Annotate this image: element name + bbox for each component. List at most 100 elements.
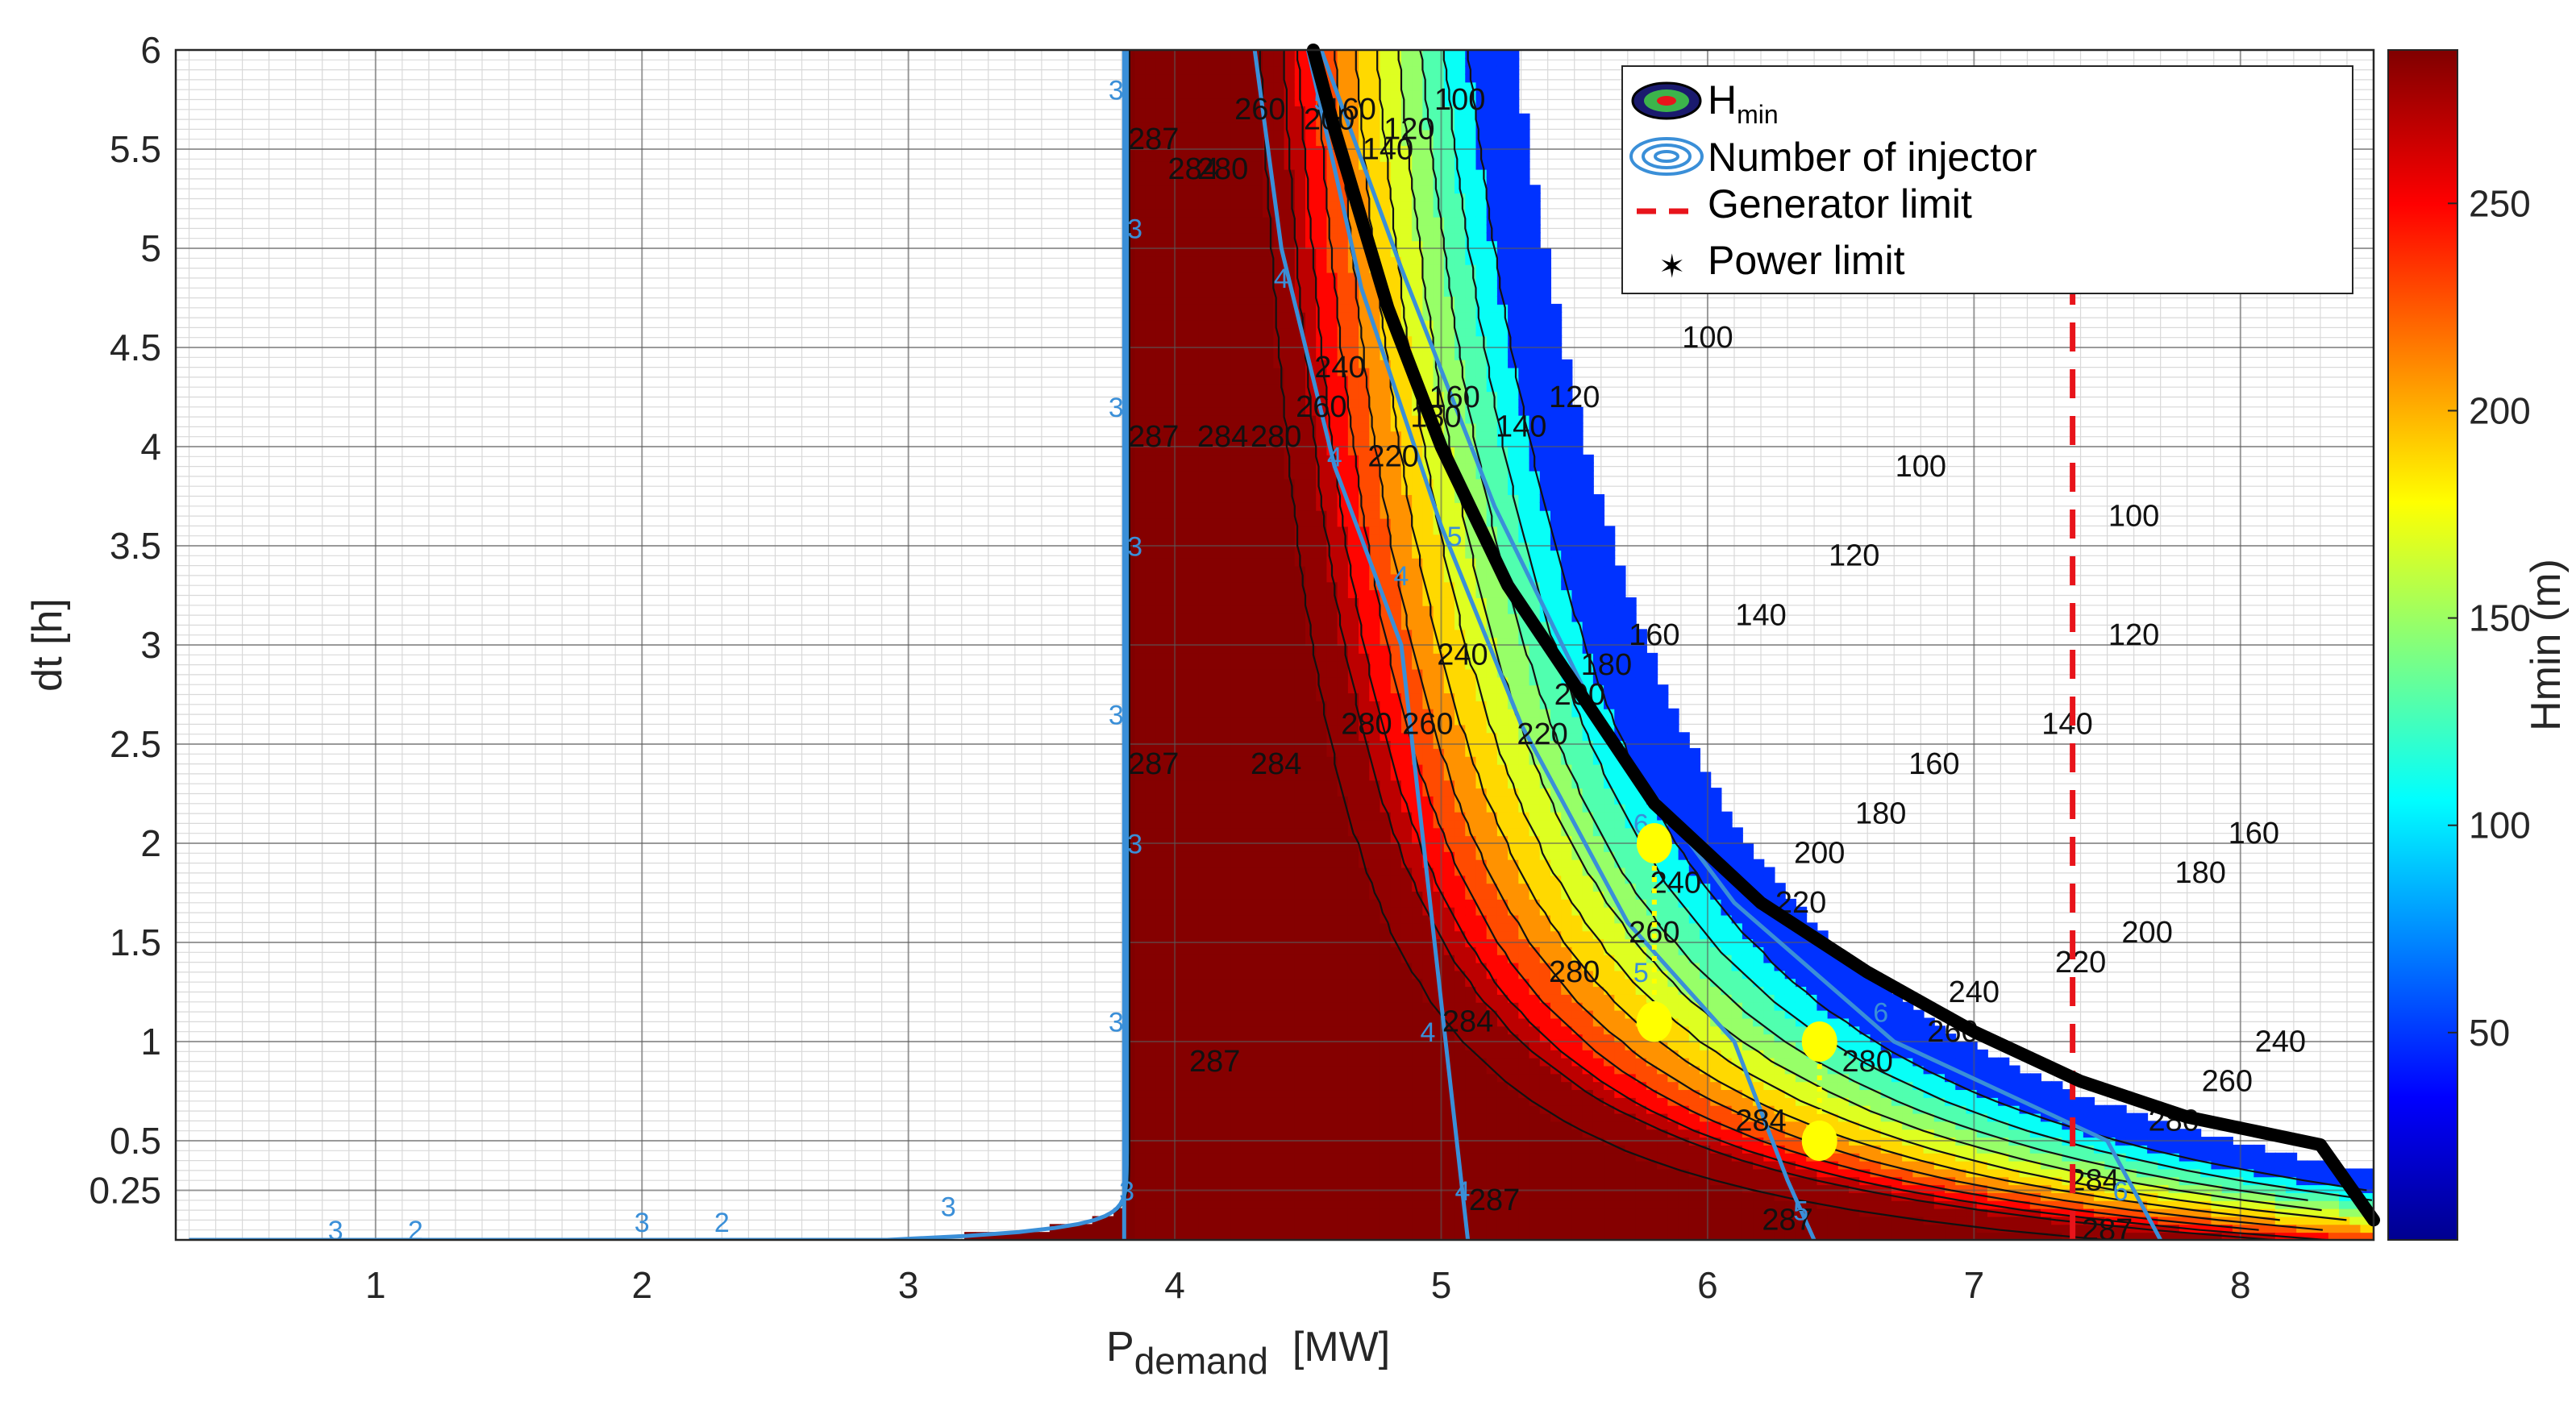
contour-band-cell (1134, 780, 1147, 789)
contour-band-cell (1263, 827, 1275, 837)
contour-band-cell (1454, 510, 1467, 519)
contour-band-cell (1400, 447, 1413, 455)
contour-band-cell (1390, 962, 1402, 971)
contour-band-cell (1347, 867, 1360, 876)
contour-band-cell (1134, 414, 1147, 424)
contour-band-cell (1294, 1200, 1306, 1209)
contour-band-cell (1359, 970, 1371, 980)
contour-band-cell (1284, 248, 1296, 257)
contour-band-cell (1155, 57, 1168, 67)
contour-band-cell (1326, 1176, 1338, 1186)
contour-band-cell (1454, 668, 1467, 678)
contour-band-cell (1433, 1081, 1445, 1091)
contour-band-cell (1294, 922, 1306, 932)
contour-band-cell (1145, 962, 1157, 971)
contour-band-cell (1326, 351, 1338, 360)
contour-band-cell (1198, 168, 1211, 178)
contour-band-cell (1454, 835, 1467, 844)
contour-band-cell (1188, 557, 1200, 567)
contour-band-cell (1241, 708, 1253, 717)
contour-band-cell (1347, 930, 1360, 940)
contour-band-cell (1134, 98, 1147, 106)
contour-band-cell (1209, 447, 1221, 455)
contour-band-cell (1273, 1232, 1285, 1240)
contour-band-cell (1347, 224, 1360, 234)
contour-band-cell (1230, 605, 1242, 614)
contour-band-cell (1145, 98, 1157, 106)
contour-band-cell (1433, 50, 1445, 59)
contour-band-cell (1454, 629, 1467, 638)
contour-band-cell (1124, 1176, 1136, 1186)
contour-band-cell (1422, 311, 1434, 321)
contour-band-cell (1359, 819, 1371, 829)
contour-band-cell (1134, 383, 1147, 393)
contour-band-cell (1177, 565, 1189, 575)
contour-band-cell (1220, 1096, 1232, 1106)
contour-band-cell (1251, 335, 1264, 345)
contour-band-cell (1155, 1168, 1168, 1178)
contour-band-cell (1188, 232, 1200, 242)
contour-band-cell (1359, 248, 1371, 257)
contour-band-cell (1400, 57, 1413, 67)
contour-band-cell (1347, 668, 1360, 678)
contour-band-cell (1305, 1096, 1317, 1106)
contour-band-cell (1433, 597, 1445, 606)
contour-band-cell (1400, 510, 1413, 519)
contour-band-cell (1241, 922, 1253, 932)
contour-band-cell (1209, 439, 1221, 447)
contour-band-cell (1422, 1034, 1434, 1042)
contour-band-cell (1273, 954, 1285, 963)
contour-band-cell (1198, 597, 1211, 606)
contour-band-cell (1359, 581, 1371, 591)
contour-band-cell (1273, 81, 1285, 91)
contour-band-cell (1209, 256, 1221, 265)
contour-band-cell (1155, 1192, 1168, 1201)
contour-band-cell (1359, 637, 1371, 646)
contour-band-cell (1177, 98, 1189, 106)
contour-band-cell (1359, 1216, 1371, 1225)
contour-band-cell (1263, 462, 1275, 472)
contour-band-cell (1347, 1104, 1360, 1114)
contour-band-cell (1294, 105, 1306, 114)
contour-band-cell (1359, 478, 1371, 488)
contour-band-cell (1155, 660, 1168, 670)
contour-band-cell (1209, 129, 1221, 139)
contour-band-cell (1220, 613, 1232, 622)
contour-band-cell (1167, 1073, 1179, 1083)
contour-band-cell (1198, 327, 1211, 337)
contour-band-cell (1433, 1034, 1445, 1042)
contour-band-cell (1198, 272, 1211, 281)
contour-band-cell (1263, 351, 1275, 360)
contour-band-cell (1241, 652, 1253, 662)
contour-band-cell (1422, 747, 1434, 757)
contour-band-cell (1433, 747, 1445, 757)
contour-band-cell (1167, 621, 1179, 630)
contour-band-cell (1241, 732, 1253, 742)
contour-band-cell (1380, 486, 1392, 496)
contour-band-cell (1337, 1200, 1349, 1209)
contour-band-cell (1145, 693, 1157, 701)
contour-band-cell (1167, 930, 1179, 940)
contour-band-cell (1273, 652, 1285, 662)
contour-band-cell (1155, 327, 1168, 337)
contour-band-cell (1380, 637, 1392, 646)
contour-band-cell (1305, 193, 1317, 202)
contour-band-cell (1369, 978, 1381, 988)
contour-band-cell (1359, 470, 1371, 480)
contour-band-cell (1337, 98, 1349, 106)
contour-band-cell (1359, 1176, 1371, 1186)
contour-band-cell (1134, 755, 1147, 765)
contour-band-cell (1369, 883, 1381, 892)
contour-band-cell (1251, 50, 1264, 59)
contour-band-cell (1251, 152, 1264, 162)
contour-band-cell (1359, 486, 1371, 496)
contour-band-cell (1359, 1152, 1371, 1162)
contour-band-cell (1177, 526, 1189, 535)
contour-band-cell (1273, 447, 1285, 455)
contour-band-cell (1167, 216, 1179, 226)
contour-band-cell (1263, 264, 1275, 273)
contour-band-cell (1273, 1073, 1285, 1083)
contour-band-cell (1134, 954, 1147, 963)
contour-band-cell (1284, 501, 1296, 511)
contour-band-cell (1422, 946, 1434, 955)
